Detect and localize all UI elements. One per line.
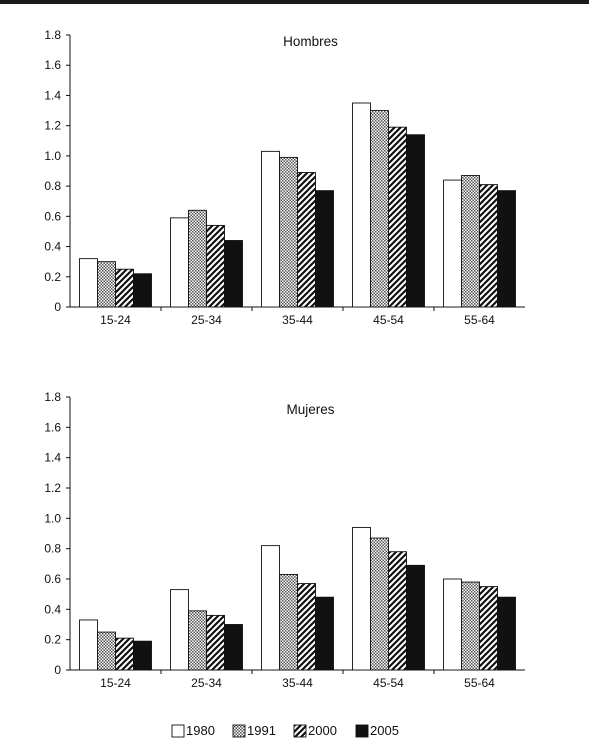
bar-2000-45-54 [388, 551, 407, 671]
x-tick-label: 25-34 [191, 313, 222, 327]
y-tick-label: 1.0 [44, 511, 61, 525]
bar-1980-25-34 [170, 217, 189, 308]
x-tick-label: 55-64 [464, 676, 495, 690]
bar-2005-25-34 [224, 624, 243, 671]
bar-1980-45-54 [352, 102, 371, 308]
bar-2005-55-64 [497, 596, 516, 671]
hombres-panel: Hombres 0 0.2 0.4 0.6 0.8 1.0 1.2 1.4 1.6 1.8 15-24… [44, 28, 525, 327]
bar-1991-25-34 [188, 610, 207, 671]
bar-2000-55-64 [479, 184, 498, 308]
y-tick-label: 0.4 [44, 240, 61, 254]
bar-2005-45-54 [406, 564, 425, 671]
mujeres-panel: Mujeres 0 0.2 0.4 0.6 0.8 1.0 1.2 1.4 1.6 1.8 15-24… [44, 390, 525, 690]
bar-1991-55-64 [461, 581, 480, 671]
legend-swatch-2005 [355, 724, 369, 738]
bar-1991-55-64 [461, 175, 480, 308]
x-tick-label: 15-24 [100, 313, 131, 327]
y-tick-label: 0.4 [44, 602, 61, 616]
bar-2005-15-24 [133, 273, 152, 308]
bar-1980-35-44 [261, 545, 280, 671]
bar-1980-55-64 [443, 578, 462, 671]
bar-1980-45-54 [352, 526, 371, 671]
bar-1991-35-44 [279, 574, 298, 671]
legend-label-2005: 2005 [370, 723, 399, 738]
y-tick-label: 1.0 [44, 149, 61, 163]
legend-label-1980: 1980 [186, 723, 215, 738]
bar-1991-25-34 [188, 209, 207, 308]
bar-2000-35-44 [297, 172, 316, 308]
y-tick-label: 0 [54, 663, 61, 677]
y-tick-label: 0.8 [44, 179, 61, 193]
y-tick-label: 1.4 [44, 451, 61, 465]
x-tick-label: 45-54 [373, 313, 404, 327]
x-tick-label: 35-44 [282, 676, 313, 690]
bar-1980-15-24 [79, 619, 98, 671]
y-tick-label: 0.6 [44, 572, 61, 586]
bar-1991-15-24 [97, 631, 116, 671]
bar-1991-45-54 [370, 110, 389, 308]
bar-1991-35-44 [279, 156, 298, 308]
y-tick-label: 1.6 [44, 420, 61, 434]
y-tick-label: 0.8 [44, 542, 61, 556]
bar-2005-35-44 [315, 190, 334, 308]
legend-label-2000: 2000 [308, 723, 337, 738]
y-tick-label: 1.2 [44, 481, 61, 495]
bar-2000-45-54 [388, 126, 407, 308]
bar-2000-15-24 [115, 268, 134, 308]
x-tick-label: 15-24 [100, 676, 131, 690]
bar-1980-15-24 [79, 258, 98, 308]
y-tick-label: 1.2 [44, 119, 61, 133]
bar-2005-15-24 [133, 640, 152, 671]
legend-label-1991: 1991 [247, 723, 276, 738]
bar-2005-25-34 [224, 240, 243, 308]
bar-2005-35-44 [315, 596, 334, 671]
x-tick-label: 45-54 [373, 676, 404, 690]
bar-2005-55-64 [497, 190, 516, 308]
bar-2000-35-44 [297, 583, 316, 671]
bar-1980-55-64 [443, 179, 462, 308]
bar-2000-25-34 [206, 614, 225, 671]
top-rule [0, 0, 589, 4]
legend-swatch-1980 [171, 724, 185, 738]
bar-2005-45-54 [406, 134, 425, 308]
chart-title: Mujeres [286, 402, 334, 417]
y-tick-label: 1.4 [44, 88, 61, 102]
x-tick-label: 55-64 [464, 313, 495, 327]
bar-1980-35-44 [261, 150, 280, 308]
x-tick-label: 35-44 [282, 313, 313, 327]
y-tick-label: 0.6 [44, 209, 61, 223]
bar-2000-15-24 [115, 637, 134, 671]
legend-swatch-1991 [232, 724, 246, 738]
legend-swatch-2000 [293, 724, 307, 738]
bar-1980-25-34 [170, 589, 189, 671]
y-tick-label: 0.2 [44, 270, 61, 284]
y-tick-label: 1.8 [44, 390, 61, 404]
legend: 1980 1991 2000 2005 [171, 723, 399, 738]
bar-1991-45-54 [370, 537, 389, 671]
y-tick-label: 1.8 [44, 28, 61, 42]
y-tick-label: 0 [54, 300, 61, 314]
bar-2000-55-64 [479, 586, 498, 671]
y-tick-label: 0.2 [44, 633, 61, 647]
chart-title: Hombres [283, 34, 338, 49]
y-tick-label: 1.6 [44, 58, 61, 72]
bar-1991-15-24 [97, 261, 116, 308]
bar-2000-25-34 [206, 224, 225, 308]
x-tick-label: 25-34 [191, 676, 222, 690]
